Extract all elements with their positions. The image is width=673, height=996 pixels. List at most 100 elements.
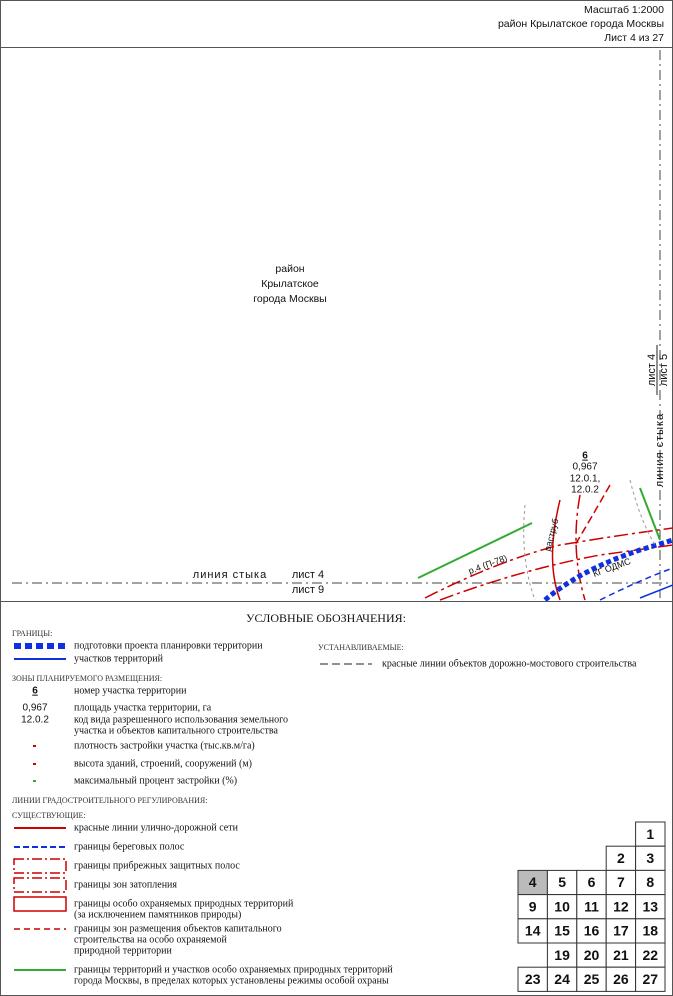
legend-text: код вида разрешенного использования земе…	[74, 714, 288, 725]
index-cell	[576, 942, 607, 968]
index-number: 26	[613, 971, 629, 987]
joint-sheet: лист 4	[292, 569, 324, 581]
legend-heading: СУЩЕСТВУЮЩИЕ:	[12, 811, 86, 820]
map-label: КГ ОДМС	[592, 556, 633, 579]
index-number: 3	[646, 850, 654, 866]
legend-text: границы прибрежных защитных полос	[74, 860, 240, 871]
index-number: 2	[617, 850, 625, 866]
index-cell	[605, 869, 637, 896]
legend-text: участка и объектов капитального строител…	[74, 725, 278, 736]
legend-text: участков территорий	[74, 653, 164, 664]
district-label: район	[275, 263, 304, 275]
joint-label: линия стыка	[654, 413, 666, 487]
index-cell	[517, 966, 548, 992]
sheet-number: Лист 4 из 27	[604, 32, 664, 44]
district-label: города Москвы	[253, 293, 326, 305]
index-cell	[635, 966, 666, 992]
index-cell	[635, 942, 666, 968]
index-number: 21	[613, 947, 629, 963]
index-number: 8	[646, 874, 654, 890]
legend-text: строительства на особо охраняемой	[74, 934, 227, 945]
joint-sheet: лист 5	[658, 354, 670, 386]
map-label: раструб	[542, 517, 560, 552]
index-number: 17	[613, 923, 629, 939]
index-cell	[517, 918, 548, 944]
index-number: 27	[643, 971, 659, 987]
legend-heading: ЛИНИИ ГРАДОСТРОИТЕЛЬНОГО РЕГУЛИРОВАНИЯ:	[12, 796, 207, 805]
index-number: 4	[529, 874, 537, 890]
legend-sample: 0,967	[22, 703, 47, 714]
index-number: 5	[558, 874, 566, 890]
index-number: 15	[554, 923, 570, 939]
index-cell	[635, 894, 666, 920]
joint-sheet: лист 4	[646, 354, 658, 386]
index-cell	[605, 845, 637, 871]
index-number: 13	[643, 898, 659, 914]
legend-text: подготовки проекта планировки территории	[74, 640, 263, 651]
index-number: 6	[588, 874, 596, 890]
index-number: 11	[584, 898, 599, 914]
index-number: 22	[643, 947, 659, 963]
joint-label: линия стыка	[193, 569, 267, 581]
index-number: 12	[613, 898, 629, 914]
legend-sample	[33, 745, 36, 747]
legend-text: высота зданий, строений, сооружений (м)	[74, 758, 252, 769]
index-number: 7	[617, 874, 625, 890]
index-cell	[576, 918, 607, 944]
index-cell	[576, 869, 607, 896]
plot-number: 6	[582, 451, 588, 462]
index-cell	[546, 869, 578, 896]
legend-text: красные линии улично-дорожной сети	[74, 822, 239, 833]
legend-text: границы зон затопления	[74, 879, 177, 890]
legend-text: границы зон размещения объектов капиталь…	[74, 923, 282, 934]
legend-heading: ЗОНЫ ПЛАНИРУЕМОГО РАЗМЕЩЕНИЯ:	[12, 674, 162, 683]
map-lines	[12, 50, 673, 602]
legend-text: номер участка территории	[74, 685, 187, 696]
legend-text: красные линии объектов дорожно-мостового…	[382, 658, 637, 669]
index-cell	[576, 966, 607, 992]
legend-text: границы береговых полос	[74, 841, 185, 852]
index-number: 20	[584, 947, 600, 963]
index-cell	[605, 918, 637, 944]
legend-sample	[33, 780, 36, 782]
index-cell	[635, 821, 666, 847]
legend-sample	[13, 896, 67, 912]
legend-text: максимальный процент застройки (%)	[74, 775, 237, 786]
legend-sample	[13, 877, 67, 893]
index-number: 18	[643, 923, 659, 939]
plot-code: 12.0.1,	[570, 474, 601, 485]
plot-code: 12.0.2	[571, 485, 599, 496]
index-cell	[546, 894, 578, 920]
legend-text: города Москвы, в пределах которых устано…	[74, 975, 389, 986]
legend-text: плотность застройки участка (тыс.кв.м/га…	[74, 740, 255, 751]
district: район Крылатское города Москвы	[498, 18, 664, 30]
index-number: 23	[525, 971, 541, 987]
map-label: р.4 (П-78)	[467, 553, 508, 576]
index-number: 16	[584, 923, 600, 939]
index-cell	[546, 918, 578, 944]
index-cell	[605, 894, 637, 920]
index-number: 1	[646, 826, 654, 842]
legend-text: площадь участка территории, га	[74, 702, 212, 713]
legend-title: УСЛОВНЫЕ ОБОЗНАЧЕНИЯ:	[246, 611, 406, 625]
index-number: 25	[584, 971, 600, 987]
district-label: Крылатское	[261, 278, 319, 290]
legend-heading: ГРАНИЦЫ:	[12, 629, 52, 638]
legend-sample	[33, 763, 36, 765]
legend-sample: 6	[32, 686, 38, 697]
legend-sample: 12.0.2	[21, 715, 49, 726]
plot-area: 0,967	[572, 462, 597, 473]
scale: Масштаб 1:2000	[584, 4, 664, 16]
joint-sheet: лист 9	[292, 584, 324, 596]
legend-text: (за исключением памятников природы)	[74, 909, 241, 920]
index-number: 24	[554, 971, 570, 987]
index-number: 9	[529, 898, 537, 914]
index-number: 14	[525, 923, 541, 939]
index-cell	[635, 845, 666, 871]
index-cell	[635, 918, 666, 944]
legend-heading: УСТАНАВЛИВАЕМЫЕ:	[318, 643, 404, 652]
index-number: 19	[554, 947, 570, 963]
index-cell	[635, 869, 666, 896]
